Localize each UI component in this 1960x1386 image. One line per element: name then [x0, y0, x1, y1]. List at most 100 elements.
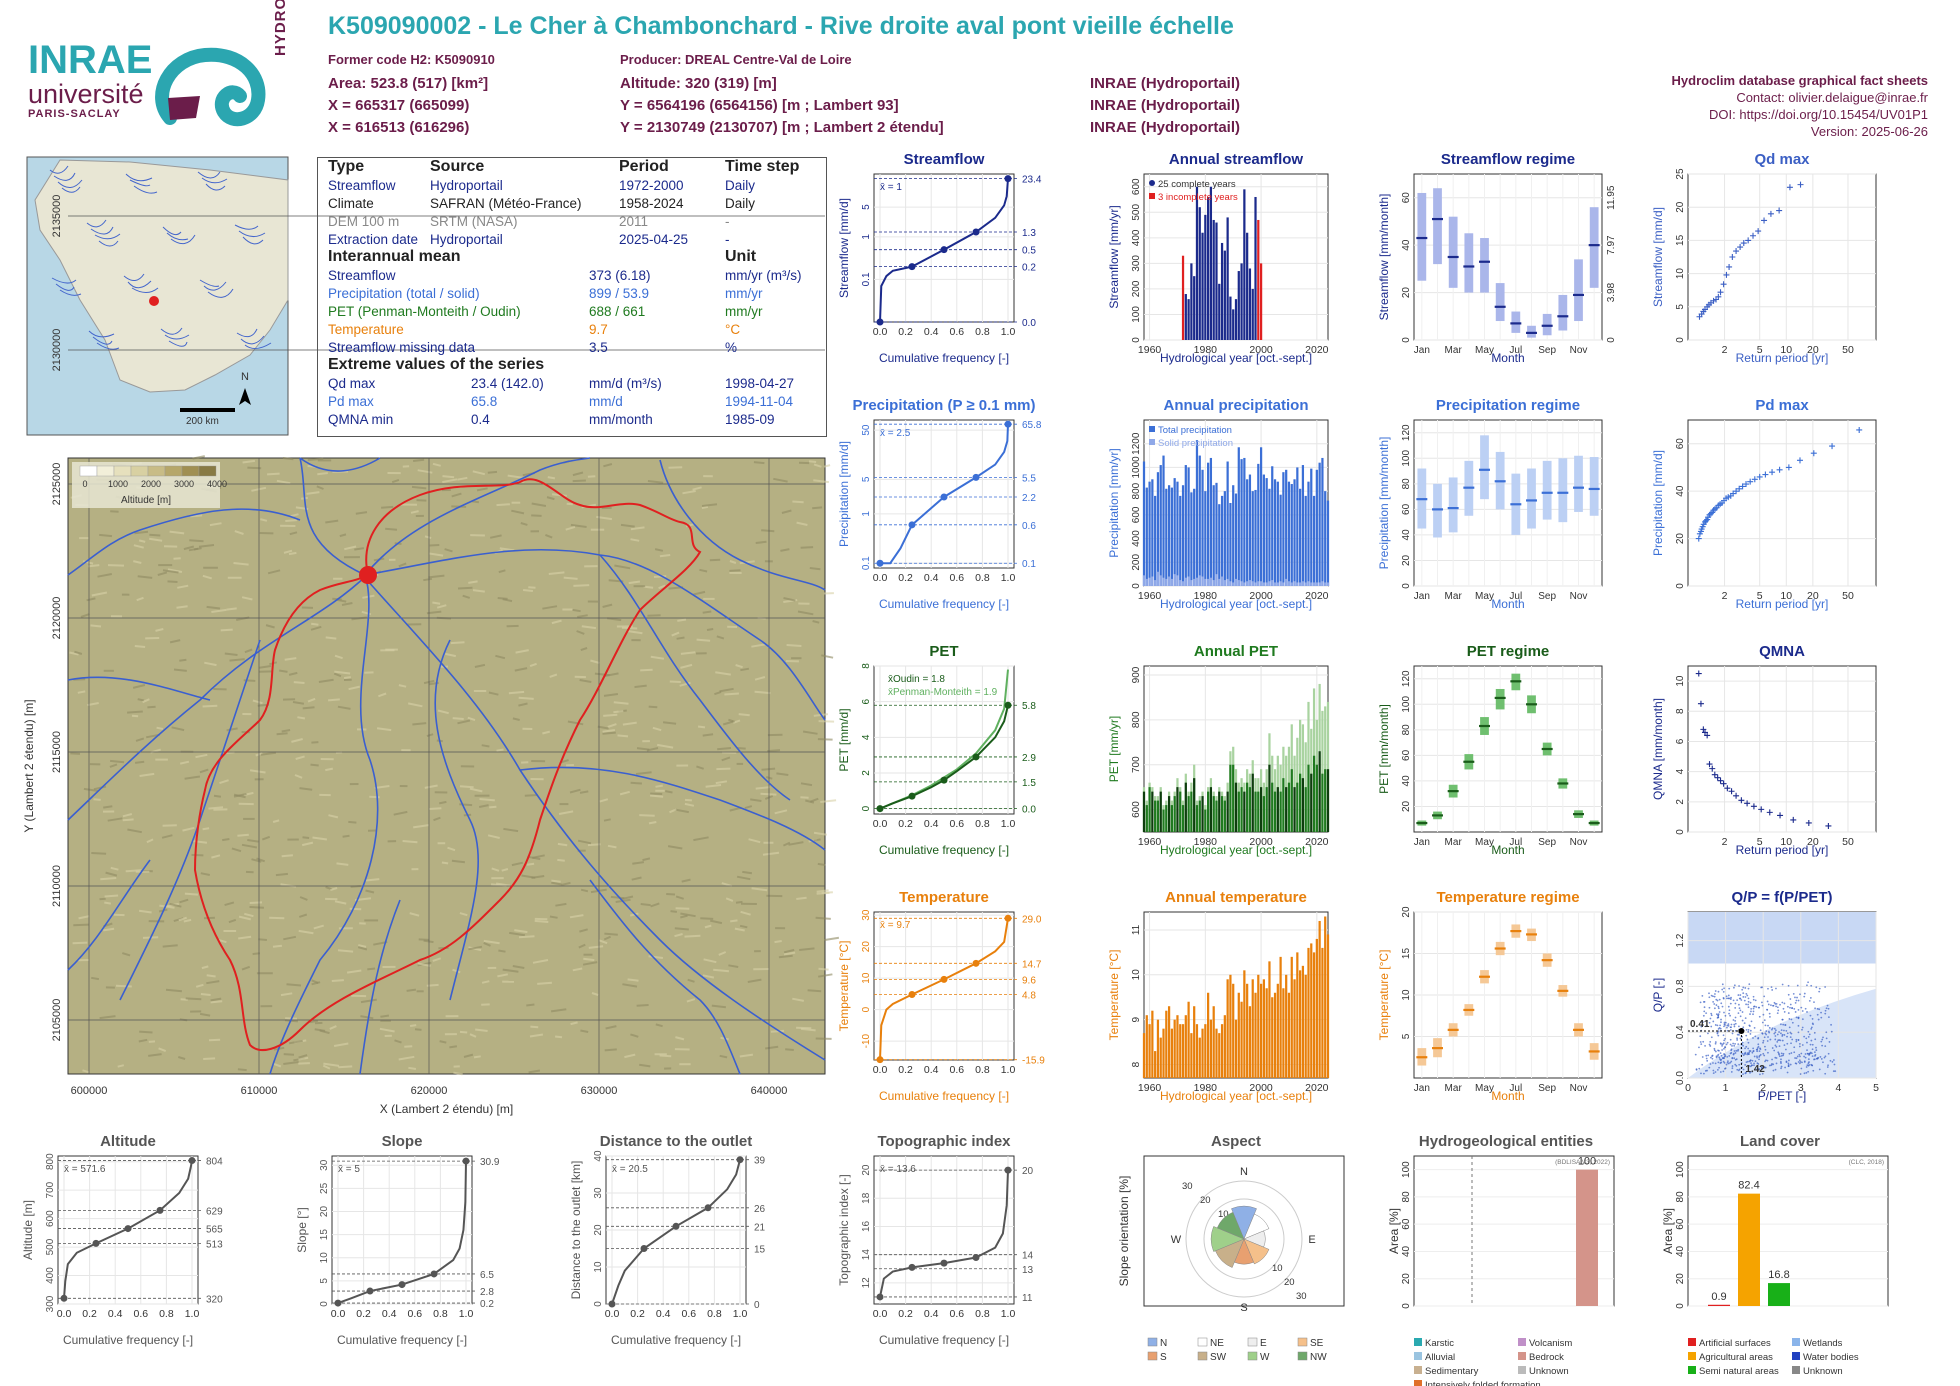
terrain-shading — [495, 882, 511, 887]
mean-point — [1738, 1028, 1745, 1035]
terrain-shading — [739, 924, 748, 929]
annual-bar — [1290, 956, 1293, 1078]
y-tick-label: 20 — [1401, 1273, 1412, 1285]
regime-box — [1448, 477, 1458, 533]
x-axis-title: Hydrological year [oct.-sept.] — [1160, 843, 1312, 857]
data-point — [1700, 1072, 1702, 1075]
x-lambert93: X = 665317 (665099) — [328, 97, 470, 114]
annual-bar — [1162, 1028, 1165, 1078]
data-point — [1705, 1054, 1708, 1057]
y-tick-label: 600 — [1131, 178, 1142, 195]
solid-bar — [1321, 581, 1324, 586]
annual-bar — [1310, 468, 1313, 586]
annual-bar-pm — [1321, 710, 1324, 832]
y-tick-label: 60 — [1401, 749, 1412, 761]
data-point — [1717, 990, 1720, 993]
data-point — [1812, 1069, 1815, 1072]
data-point — [1786, 1071, 1789, 1074]
solid-bar — [1223, 580, 1226, 586]
regime-box — [1558, 294, 1568, 331]
y-tick-label: 2 — [861, 770, 872, 776]
data-point — [1711, 771, 1718, 778]
y-tick-label: 20 — [1401, 554, 1412, 566]
annual-bar — [1145, 487, 1148, 586]
data-point — [1717, 1061, 1720, 1064]
y-tick-label: 1.2 — [1675, 933, 1686, 947]
terrain-shading — [138, 1038, 148, 1043]
data-point — [1729, 1029, 1732, 1031]
y-tick-label: 300 — [1131, 255, 1142, 272]
data-point — [1777, 812, 1784, 819]
terrain-shading — [813, 479, 830, 484]
data-point — [1728, 1012, 1730, 1015]
legend-swatch — [1792, 1338, 1800, 1346]
regime-box — [1589, 457, 1599, 516]
data-point — [1717, 1030, 1720, 1033]
terrain-shading — [293, 681, 305, 684]
quantile-point — [972, 473, 980, 481]
data-row-period: 2011 — [619, 214, 649, 229]
data-point — [1714, 1050, 1717, 1053]
terrain-shading — [531, 502, 547, 507]
terrain-shading — [818, 720, 835, 723]
annual-bar — [1290, 484, 1293, 586]
terrain-shading — [603, 693, 619, 697]
terrain-shading — [249, 906, 264, 909]
terrain-shading — [591, 992, 599, 996]
annual-bar — [1165, 488, 1168, 586]
terrain-shading — [805, 799, 815, 804]
mean-unit: mm/yr — [725, 286, 763, 301]
terrain-shading — [607, 844, 617, 849]
terrain-shading — [429, 544, 440, 547]
y-tick-label: 10 — [319, 1252, 330, 1264]
terrain-shading — [210, 1000, 223, 1004]
data-point — [1782, 1052, 1785, 1055]
terrain-shading — [497, 973, 508, 978]
y-tick-label: 500 — [1131, 204, 1142, 221]
data-point — [1823, 1056, 1826, 1059]
data-point — [1830, 1030, 1833, 1033]
data-point — [1760, 1066, 1763, 1069]
data-point — [1752, 1047, 1755, 1050]
data-point — [1710, 1036, 1713, 1039]
x-tick-label: Sep — [1538, 591, 1556, 602]
terrain-shading — [797, 610, 814, 616]
data-row-step: - — [725, 232, 730, 247]
data-row-type: Extraction date — [328, 232, 419, 247]
y-tick-label: 300 — [45, 1295, 56, 1312]
terrain-shading — [110, 759, 125, 764]
river-line — [269, 457, 379, 1075]
terrain-shading — [617, 734, 629, 738]
annual-bar — [1207, 462, 1210, 586]
y-tick-label: 30 — [319, 1159, 330, 1171]
right-value-label: 14.7 — [1022, 959, 1042, 970]
area-value: Area: 523.8 (517) [km²] — [328, 75, 489, 92]
data-row-period: 2025-04-25 — [619, 232, 689, 247]
y-tick-label: 16 — [861, 1220, 872, 1232]
terrain-shading — [243, 679, 256, 682]
y-tick-label: 5 — [1401, 1033, 1412, 1039]
annual-bar — [1223, 1015, 1226, 1078]
x-tick-label: 1960 — [1138, 836, 1162, 848]
quantile-point — [972, 753, 980, 761]
y-tick-label: 40 — [593, 1150, 604, 1162]
terrain-shading — [610, 895, 625, 900]
terrain-shading — [715, 780, 728, 785]
data-point — [1730, 1071, 1733, 1073]
annual-bar-oudin — [1156, 800, 1160, 832]
data-point — [1736, 1068, 1739, 1071]
y-axis-title: Topographic index [-] — [837, 1174, 851, 1285]
y-tick-label: 8 — [861, 663, 872, 669]
data-point — [1788, 1026, 1791, 1029]
data-point — [1783, 1044, 1786, 1046]
x-tick-label: 1 — [1723, 1082, 1729, 1094]
data-point — [1724, 1014, 1727, 1017]
data-point — [1741, 1011, 1744, 1013]
terrain-shading — [179, 898, 189, 904]
data-point — [1751, 476, 1758, 483]
terrain-shading — [818, 967, 829, 971]
data-point — [1758, 1050, 1761, 1053]
right-value-label: 0 — [754, 1300, 760, 1311]
regime-box — [1589, 207, 1599, 288]
